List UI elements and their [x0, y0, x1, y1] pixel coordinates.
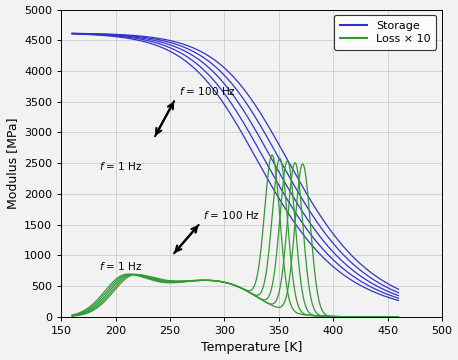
Text: $f$ = 100 Hz: $f$ = 100 Hz [202, 209, 260, 221]
Text: $f$ = 1 Hz: $f$ = 1 Hz [99, 160, 143, 172]
Y-axis label: Modulus [MPa]: Modulus [MPa] [5, 117, 19, 209]
X-axis label: Temperature [K]: Temperature [K] [201, 341, 302, 355]
Text: $f$ = 1 Hz: $f$ = 1 Hz [99, 260, 143, 272]
Legend: Storage, Loss × 10: Storage, Loss × 10 [334, 15, 436, 50]
Text: $f$ = 100 Hz: $f$ = 100 Hz [179, 85, 235, 97]
